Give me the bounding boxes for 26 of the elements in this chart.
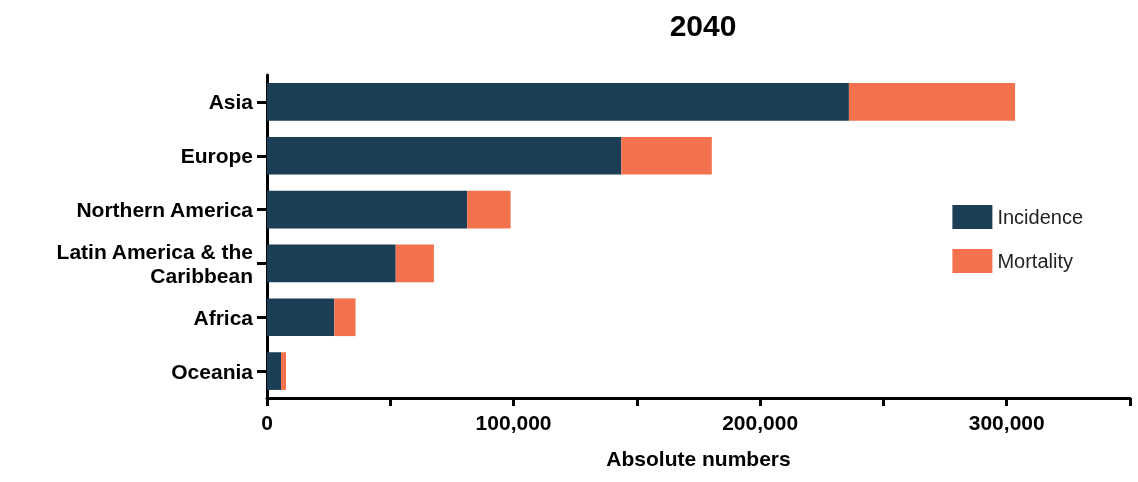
legend-label: Incidence: [997, 206, 1084, 228]
y-tick-label: Asia: [208, 90, 254, 114]
bar: [267, 136, 622, 175]
x-tick-label: 300,000: [968, 411, 1045, 434]
bar: [467, 190, 511, 229]
bar: [267, 352, 282, 390]
y-tick-label: Latin America & the Caribbean: [56, 239, 253, 287]
legend-label: Mortality: [997, 250, 1073, 272]
x-tick-label: 100,000: [475, 411, 552, 434]
y-tick-label: Europe: [180, 144, 253, 168]
y-tick-label: Africa: [193, 305, 254, 329]
chart-title: 2040: [669, 8, 737, 42]
bar: [848, 83, 1016, 121]
bar: [334, 298, 356, 337]
bar: [281, 352, 286, 390]
y-tick-label: Northern America: [76, 198, 254, 222]
bar: [267, 190, 468, 229]
x-tick-label: 0: [261, 411, 273, 434]
bar: [267, 83, 849, 121]
x-tick-label: 200,000: [722, 411, 799, 434]
bar: [267, 244, 396, 283]
bar: [395, 244, 434, 283]
x-axis-title: Absolute numbers: [606, 447, 791, 470]
y-tick-label: Oceania: [171, 359, 254, 383]
bar: [267, 298, 335, 337]
bar: [621, 136, 712, 175]
